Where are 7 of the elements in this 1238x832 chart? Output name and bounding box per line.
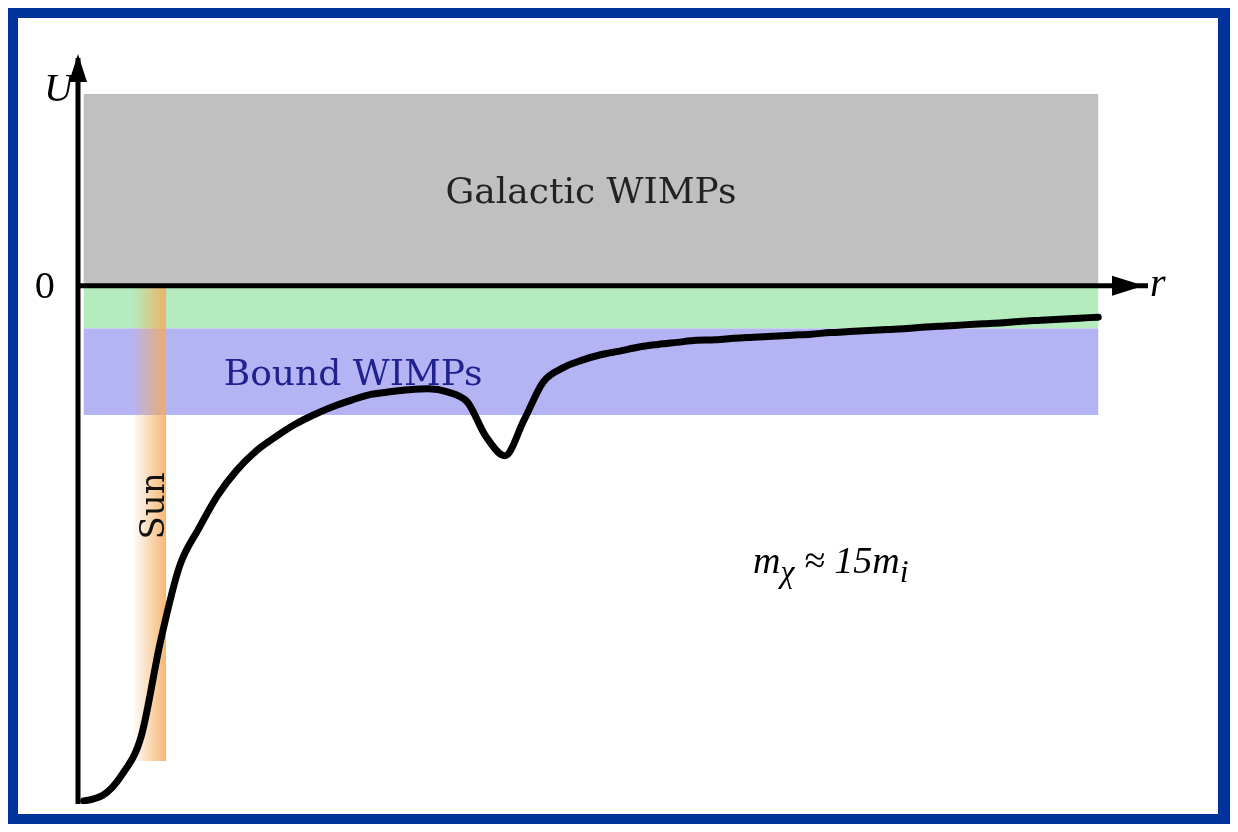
y-axis-title: U [44, 64, 73, 111]
band-label: Bound WIMPs [223, 351, 483, 393]
annotation: m$_{χ}$ ≈ 15m$_{i}$ [753, 538, 909, 590]
annotation: Sun [131, 471, 172, 542]
x-axis-title: r [1150, 258, 1166, 306]
text: 0 [34, 265, 56, 306]
band-label: Galactic WIMPs [445, 169, 737, 211]
